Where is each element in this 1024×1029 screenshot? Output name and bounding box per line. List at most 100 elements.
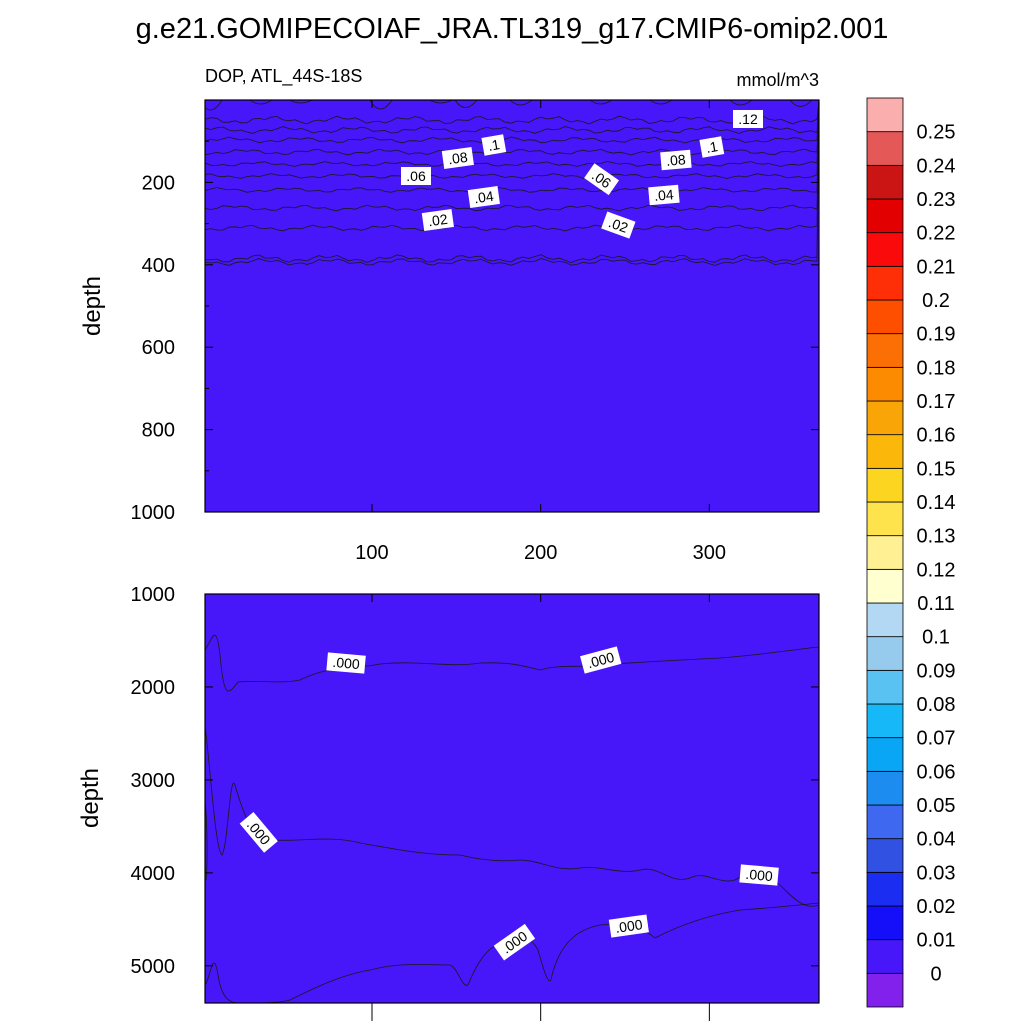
contour-label-box xyxy=(493,923,536,961)
colorbar-swatch xyxy=(866,636,904,671)
colorbar-label: 0.06 xyxy=(917,761,956,783)
contour-label-box xyxy=(660,149,692,171)
colorbar-swatch xyxy=(866,703,904,739)
colorbar-label: 0.16 xyxy=(917,425,956,447)
colorbar-label: 0.23 xyxy=(917,189,956,211)
contour-label-box xyxy=(601,211,636,239)
units-label: mmol/m^3 xyxy=(737,70,819,90)
lower-ticks: 1000 2000 3000 4000 5000 xyxy=(131,584,819,1021)
colorbar-swatch xyxy=(866,838,904,873)
contour-label-text: .000 xyxy=(586,649,617,672)
colorbar-swatch xyxy=(866,804,904,840)
colorbar-swatch xyxy=(866,400,904,436)
contour-label-box xyxy=(326,652,366,674)
contour-label-box xyxy=(441,147,474,170)
colorbar-label: 0.18 xyxy=(917,357,956,379)
upper-y-tick-label: 1000 xyxy=(131,502,176,524)
colorbar-label: 0.14 xyxy=(917,492,956,514)
contour-label-text: .02 xyxy=(427,211,449,230)
upper-band-5 xyxy=(205,100,819,167)
lower-y-tick-label: 4000 xyxy=(131,863,176,885)
colorbar-label: 0.15 xyxy=(917,458,956,480)
colorbar-label: 0.1 xyxy=(922,627,950,649)
colorbar-label: 0.05 xyxy=(917,795,956,817)
colorbar-swatch xyxy=(866,232,904,267)
colorbar-swatch xyxy=(866,770,904,806)
colorbar-swatch xyxy=(866,131,904,166)
colorbar-label: 0.13 xyxy=(917,526,956,548)
upper-contour-label: .12 xyxy=(733,110,763,128)
colorbar-label: 0.12 xyxy=(917,559,956,581)
colorbar-label: 0.09 xyxy=(917,660,956,682)
lower-contour-label: .000 xyxy=(326,652,366,674)
contour-label-box xyxy=(239,812,278,853)
upper-contour-label: .08 xyxy=(660,149,692,171)
lower-edge-sliver xyxy=(205,799,208,881)
contour-label-text: .000 xyxy=(614,916,643,936)
colorbar-swatch xyxy=(866,366,904,402)
upper-x-tick-label: 300 xyxy=(693,542,726,564)
colorbar-label: 0.01 xyxy=(917,930,956,952)
contour-label-text: .1 xyxy=(705,138,719,156)
upper-y-tick-label: 200 xyxy=(142,172,175,194)
upper-band-0.01 xyxy=(205,100,819,264)
upper-contour-label: .06 xyxy=(401,167,431,185)
upper-contour-label: .04 xyxy=(648,184,680,206)
upper-contour-label: .02 xyxy=(601,211,636,239)
upper-contour-label: .1 xyxy=(699,136,725,158)
contour-label-box xyxy=(699,136,725,158)
upper-contour-label: .04 xyxy=(467,186,500,209)
upper-contour-label: .08 xyxy=(441,147,474,170)
colorbar-swatch xyxy=(866,501,904,537)
upper-band-1 xyxy=(205,100,819,232)
left-subtitle: DOP, ATL_44S-18S xyxy=(205,66,362,87)
colorbar-swatch xyxy=(866,905,904,941)
colorbar-label: 0 xyxy=(930,963,941,985)
colorbar-swatch xyxy=(866,299,904,335)
upper-y-tick-label: 600 xyxy=(142,337,175,359)
contour-label-text: .08 xyxy=(666,151,687,169)
lower-y-tick-label: 3000 xyxy=(131,770,176,792)
upper-band-6 xyxy=(205,100,819,156)
colorbar-label: 0.19 xyxy=(917,324,956,346)
contour-label-text: .08 xyxy=(447,149,469,168)
lower-contour-label: .000 xyxy=(739,864,779,886)
colorbar: 0.25 0.24 0.23 0.22 0.21 0.2 0.19 0.18 0.17 0.16 0… xyxy=(866,97,956,1008)
upper-y-axis-label: depth xyxy=(79,276,106,336)
upper-band-4 xyxy=(205,100,819,179)
colorbar-label: 0.2 xyxy=(922,290,950,312)
upper-band-0 xyxy=(205,100,819,266)
colorbar-label: 0.25 xyxy=(917,122,956,144)
upper-y-tick-label: 800 xyxy=(142,420,175,442)
contour-label-box xyxy=(584,163,620,196)
upper-contour-label: .02 xyxy=(421,209,454,232)
contour-label-box xyxy=(580,646,622,674)
upper-contour-labels: .12.1.1.08.08.06.06.04.04.02.02 xyxy=(401,110,763,239)
upper-band-9 xyxy=(205,100,819,125)
colorbar-swatch xyxy=(866,939,904,974)
lower-y-tick-label: 1000 xyxy=(131,584,176,606)
upper-plot-area xyxy=(205,100,819,512)
colorbar-label: 0.03 xyxy=(917,862,956,884)
contour-label-text: .1 xyxy=(487,136,501,154)
figure-title: g.e21.GOMIPECOIAF_JRA.TL319_g17.CMIP6-om… xyxy=(136,13,889,45)
contour-label-box xyxy=(421,209,454,232)
upper-y-tick-label: 400 xyxy=(142,255,175,277)
lower-panel: 1000 2000 3000 4000 5000 depth .000 .000 .000.… xyxy=(77,584,820,1021)
colorbar-swatch xyxy=(866,97,904,133)
contour-label-text: .000 xyxy=(332,654,361,672)
contour-label-text: .02 xyxy=(606,214,630,236)
lower-contour-label: .000 xyxy=(580,646,622,674)
upper-band-2 xyxy=(205,100,819,212)
lower-contour-label: .000 xyxy=(608,914,649,938)
upper-contour-label: .1 xyxy=(481,134,507,156)
colorbar-swatch xyxy=(866,467,904,503)
contour-label-box xyxy=(648,184,680,206)
colorbar-swatch xyxy=(866,164,904,200)
colorbar-swatch xyxy=(866,737,904,772)
contour-label-text: .06 xyxy=(406,168,426,184)
colorbar-swatch xyxy=(866,871,904,907)
upper-x-tick-label: 200 xyxy=(524,542,557,564)
colorbar-swatch xyxy=(866,602,904,638)
